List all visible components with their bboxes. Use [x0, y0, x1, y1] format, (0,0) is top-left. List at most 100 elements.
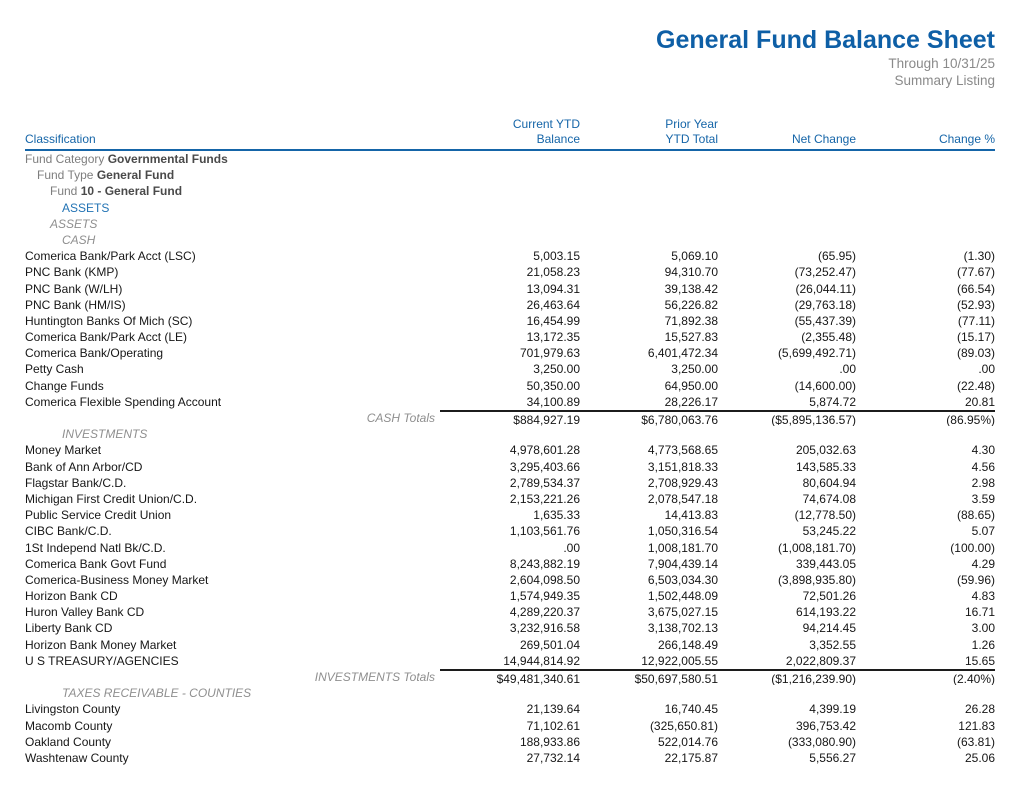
hier-row: Fund Category Governmental Funds — [25, 151, 995, 167]
net-change-cell: 2,022,809.37 — [785, 653, 856, 668]
current-ytd-balance-cell: 3,232,916.58 — [509, 621, 580, 636]
account-row: Bank of Ann Arbor/CD 3,295,403.66 3,151,81… — [25, 459, 995, 475]
current-ytd-balance-cell: 3,250.00 — [533, 362, 580, 377]
change-pct-cell: (15.17) — [956, 330, 995, 345]
change-pct-cell: 26.28 — [964, 702, 995, 717]
prior-year-ytd-total-cell — [580, 183, 718, 199]
section-header-cell: INVESTMENTS — [62, 427, 148, 442]
current-ytd-balance-cell: 8,243,882.19 — [509, 556, 580, 571]
section-row: INVESTMENTS — [25, 426, 995, 442]
net-change-cell: (3,898,935.80) — [777, 572, 856, 587]
account-name-cell: Flagstar Bank/C.D. — [25, 475, 127, 490]
net-change-cell: (12,778.50) — [794, 508, 856, 523]
account-row: Money Market 4,978,601.28 4,773,568.65 205,… — [25, 442, 995, 458]
account-name-cell: Comerica Flexible Spending Account — [25, 394, 222, 409]
prior-year-ytd-total-cell: 64,950.00 — [664, 378, 718, 393]
net-change-cell: (29,763.18) — [794, 297, 856, 312]
current-ytd-balance-cell: 2,153,221.26 — [509, 491, 580, 506]
account-row: Horizon Bank CD 1,574,949.35 1,502,448.09 7… — [25, 588, 995, 604]
prior-year-ytd-total-cell: $6,780,063.76 — [580, 410, 718, 426]
current-ytd-balance-cell: 4,289,220.37 — [509, 605, 580, 620]
column-header-classification: Classification — [25, 117, 440, 147]
net-change-cell: 74,674.08 — [802, 491, 856, 506]
prior-year-ytd-total-cell: 94,310.70 — [664, 265, 718, 280]
account-name-cell: Huntington Banks Of Mich (SC) — [25, 313, 193, 328]
prior-year-ytd-total-cell: 16,740.45 — [664, 702, 718, 717]
column-header-prior-year-ytd-total: Prior Year YTD Total — [580, 117, 718, 147]
current-ytd-line1: Current YTD — [512, 117, 580, 131]
net-change-cell — [718, 426, 856, 442]
prior-year-ytd-total-cell — [580, 167, 718, 183]
net-change-cell: 5,874.72 — [809, 394, 856, 409]
account-name-cell: Liberty Bank CD — [25, 621, 113, 636]
account-name-cell: 1St Independ Natl Bk/C.D. — [25, 540, 166, 555]
current-ytd-balance-cell — [440, 167, 580, 183]
net-change-cell: 4,399.19 — [809, 702, 856, 717]
current-ytd-balance-cell: 14,944,814.92 — [503, 653, 580, 668]
fund-hierarchy-cell: Fund Category Governmental Funds — [25, 152, 228, 166]
change-pct-cell — [856, 426, 995, 442]
net-change-cell: (1,008,181.70) — [777, 540, 856, 555]
account-name-cell: U S TREASURY/AGENCIES — [25, 653, 179, 668]
prior-year-ytd-total-cell: 266,148.49 — [657, 637, 718, 652]
current-ytd-balance-cell: .00 — [563, 540, 580, 555]
account-name-cell: Comerica Bank/Park Acct (LSC) — [25, 249, 196, 264]
section-row: ASSETS — [25, 216, 995, 232]
section-header-cell: TAXES RECEIVABLE - COUNTIES — [62, 686, 252, 701]
totals-row: INVESTMENTS Totals $49,481,340.61 $50,697,… — [25, 669, 995, 685]
report-title: General Fund Balance Sheet — [656, 26, 995, 54]
change-pct-cell: 1.26 — [971, 637, 995, 652]
account-row: Public Service Credit Union 1,635.33 14,41… — [25, 507, 995, 523]
change-pct-cell: 16.71 — [964, 605, 995, 620]
prior-year-ytd-total-cell — [580, 685, 718, 701]
account-row: Washtenaw County 27,732.14 22,175.87 5,556.… — [25, 750, 995, 766]
account-name-cell: Livingston County — [25, 702, 121, 717]
prior-year-ytd-total-cell: 6,503,034.30 — [647, 572, 718, 587]
account-row: Comerica Bank/Operating 701,979.63 6,401,4… — [25, 345, 995, 361]
current-ytd-balance-cell: 269,501.04 — [519, 637, 580, 652]
prior-year-line1: Prior Year — [665, 117, 718, 131]
prior-year-ytd-total-cell: 7,904,439.14 — [647, 556, 718, 571]
change-pct-cell: (77.11) — [957, 313, 995, 328]
change-pct-cell — [856, 151, 995, 167]
prior-year-ytd-total-cell: 28,226.17 — [664, 394, 718, 409]
prior-year-ytd-total-cell: 5,069.10 — [671, 249, 718, 264]
totals-label-cell: CASH Totals — [366, 411, 435, 425]
prior-year-ytd-total-cell — [580, 151, 718, 167]
report-subtitle-type: Summary Listing — [894, 73, 995, 88]
account-row: PNC Bank (HM/IS) 26,463.64 56,226.82 (29,76… — [25, 297, 995, 313]
table-rows: Fund Category Governmental Funds Fund Typ… — [25, 151, 995, 766]
change-pct-cell — [856, 232, 995, 248]
account-name-cell: Oakland County — [25, 734, 112, 749]
current-ytd-balance-cell: 71,102.61 — [526, 718, 580, 733]
prior-year-ytd-total-cell: 3,250.00 — [671, 362, 718, 377]
account-name-cell: Bank of Ann Arbor/CD — [25, 459, 143, 474]
change-pct-label: Change % — [938, 132, 995, 146]
change-pct-cell — [856, 216, 995, 232]
change-pct-cell: 4.83 — [971, 589, 995, 604]
current-ytd-balance-cell: 26,463.64 — [526, 297, 580, 312]
change-pct-cell — [856, 167, 995, 183]
hier-row: Fund Type General Fund — [25, 167, 995, 183]
account-row: PNC Bank (KMP) 21,058.23 94,310.70 (73,252.… — [25, 264, 995, 280]
net-change-cell: 94,214.45 — [802, 621, 856, 636]
prior-year-ytd-total-cell: 1,008,181.70 — [647, 540, 718, 555]
net-change-cell: 72,501.26 — [802, 589, 856, 604]
account-name-cell: PNC Bank (KMP) — [25, 265, 119, 280]
prior-year-ytd-total-cell: 1,502,448.09 — [647, 589, 718, 604]
net-change-cell — [718, 151, 856, 167]
current-ytd-balance-cell: 1,103,561.76 — [509, 524, 580, 539]
account-row: Petty Cash 3,250.00 3,250.00 .00 .00 — [25, 361, 995, 377]
account-row: Change Funds 50,350.00 64,950.00 (14,600.00… — [25, 378, 995, 394]
account-row: Liberty Bank CD 3,232,916.58 3,138,702.13 9… — [25, 620, 995, 636]
account-name-cell: Comerica Bank Govt Fund — [25, 556, 167, 571]
change-pct-cell: 20.81 — [964, 394, 995, 409]
section-header-cell: ASSETS — [50, 216, 98, 231]
current-ytd-balance-cell: 50,350.00 — [526, 378, 580, 393]
current-ytd-balance-cell — [440, 151, 580, 167]
account-name-cell: Comerica Bank/Operating — [25, 346, 164, 361]
net-change-cell — [718, 200, 856, 216]
current-ytd-balance-cell — [440, 200, 580, 216]
classification-label: Classification — [25, 132, 96, 146]
